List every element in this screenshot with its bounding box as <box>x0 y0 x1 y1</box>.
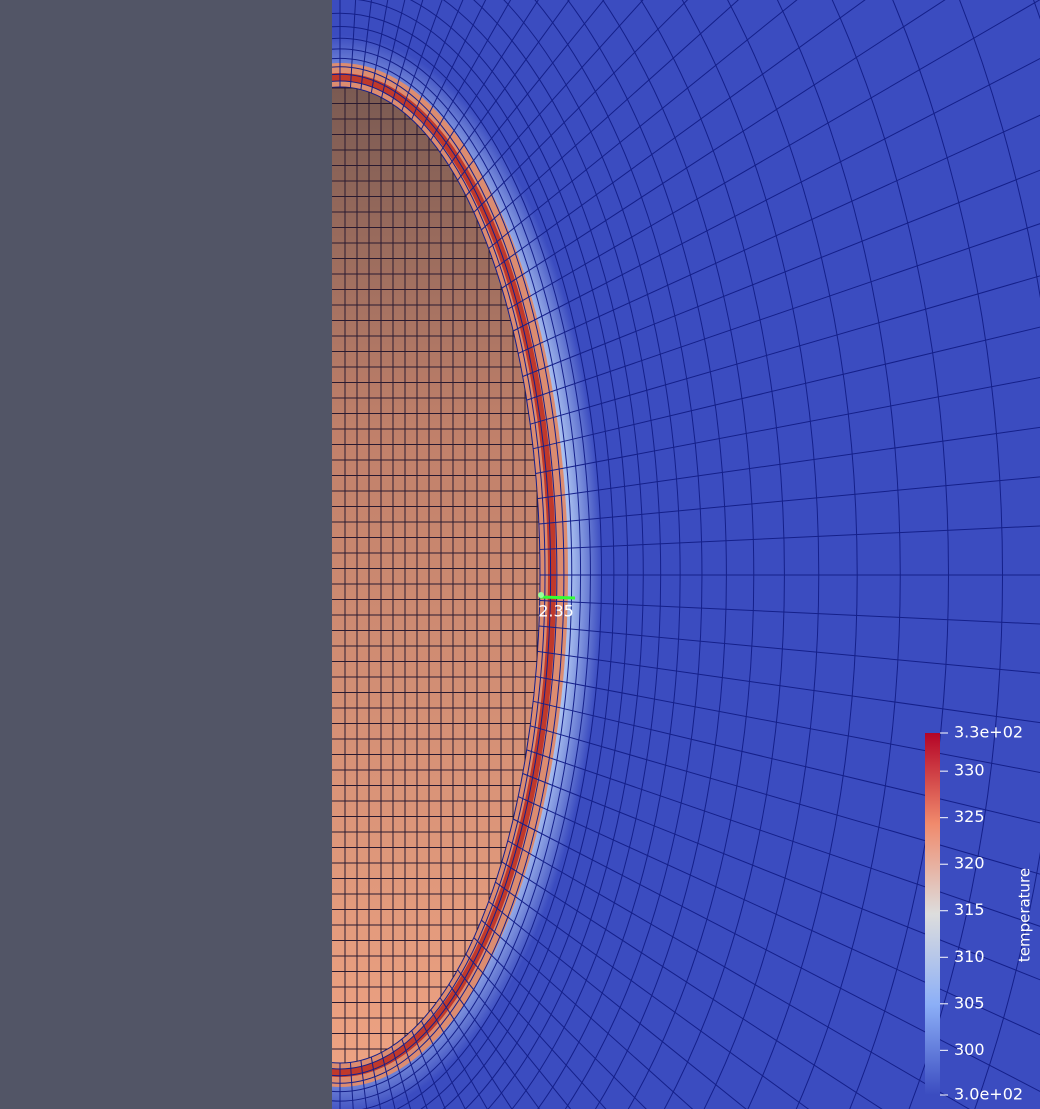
colorbar-title: temperature <box>1016 868 1034 962</box>
mesh-line <box>526 223 1040 401</box>
mesh-line <box>517 114 1040 354</box>
tick-label: 320 <box>954 854 985 873</box>
mesh-ring <box>442 0 644 1109</box>
mesh-ring <box>356 0 615 1109</box>
mesh-line <box>507 840 970 1109</box>
tick-label: 310 <box>954 947 985 966</box>
mesh-ring <box>640 0 785 1109</box>
mesh-ring <box>534 0 703 1109</box>
tick-label: 325 <box>954 807 985 826</box>
tick-label: 3.0e+02 <box>954 1085 1023 1104</box>
tick-label: 315 <box>954 900 985 919</box>
mesh-line <box>538 476 1040 525</box>
mesh-line <box>495 0 866 269</box>
mesh-ring <box>503 0 681 1109</box>
mesh-ring <box>566 0 727 1109</box>
mesh-ring <box>332 57 565 1093</box>
mesh-line <box>535 675 1040 773</box>
mesh-line <box>495 881 810 1109</box>
mesh-line <box>538 625 1040 674</box>
background <box>0 0 332 1109</box>
mesh-line <box>530 725 1040 875</box>
probe: 2.35 <box>538 592 576 621</box>
mesh-line <box>539 600 1040 625</box>
mesh-ring <box>409 0 629 1109</box>
mesh-ring <box>831 0 949 1109</box>
mesh-line <box>530 275 1040 425</box>
tick-label: 300 <box>954 1040 985 1059</box>
inner-body <box>332 87 540 1063</box>
mesh-line <box>533 326 1040 450</box>
mesh-line <box>535 377 1040 475</box>
probe-line <box>539 595 576 600</box>
mesh-line <box>537 426 1040 500</box>
mesh-ring <box>726 0 858 1109</box>
mesh-ring <box>776 0 901 1109</box>
mesh-ring <box>891 0 1003 1109</box>
mesh-ring <box>681 0 820 1109</box>
mesh-line <box>512 818 1040 1092</box>
mesh-line <box>522 169 1040 377</box>
mesh-line <box>522 773 1040 981</box>
mesh-line <box>537 650 1040 724</box>
tick-label: 330 <box>954 761 985 780</box>
mesh-line <box>539 525 1040 550</box>
mesh-line <box>517 796 1040 1036</box>
mesh-line <box>488 901 747 1109</box>
tick-label: 305 <box>954 993 985 1012</box>
mesh-ring <box>332 26 591 1109</box>
colorbar <box>925 733 940 1095</box>
mesh-line <box>507 0 1040 310</box>
mesh-ring <box>332 80 546 1070</box>
mesh-ring <box>332 37 582 1109</box>
mesh-ring <box>332 73 552 1077</box>
mesh-line <box>501 861 883 1109</box>
probe-point <box>538 592 544 598</box>
mesh-ring <box>332 48 573 1102</box>
mesh-line <box>481 0 739 231</box>
probe-label: 2.35 <box>538 602 574 621</box>
mesh-line <box>526 749 1040 927</box>
mesh-ring <box>332 86 541 1064</box>
mesh-line <box>488 0 798 249</box>
mesh-ring <box>602 0 755 1109</box>
mesh-ring <box>332 12 602 1109</box>
mesh-ring <box>472 0 662 1109</box>
mesh-line <box>533 700 1040 824</box>
mesh-line <box>512 58 1040 332</box>
colorbar-ticks: 3.3e+02 330 325 320 315 310 305 300 3.0e+02 <box>940 723 1023 1104</box>
mesh-line <box>501 0 946 289</box>
tick-label: 3.3e+02 <box>954 723 1023 742</box>
mesh-ring <box>332 66 558 1084</box>
mesh-line <box>473 0 689 213</box>
